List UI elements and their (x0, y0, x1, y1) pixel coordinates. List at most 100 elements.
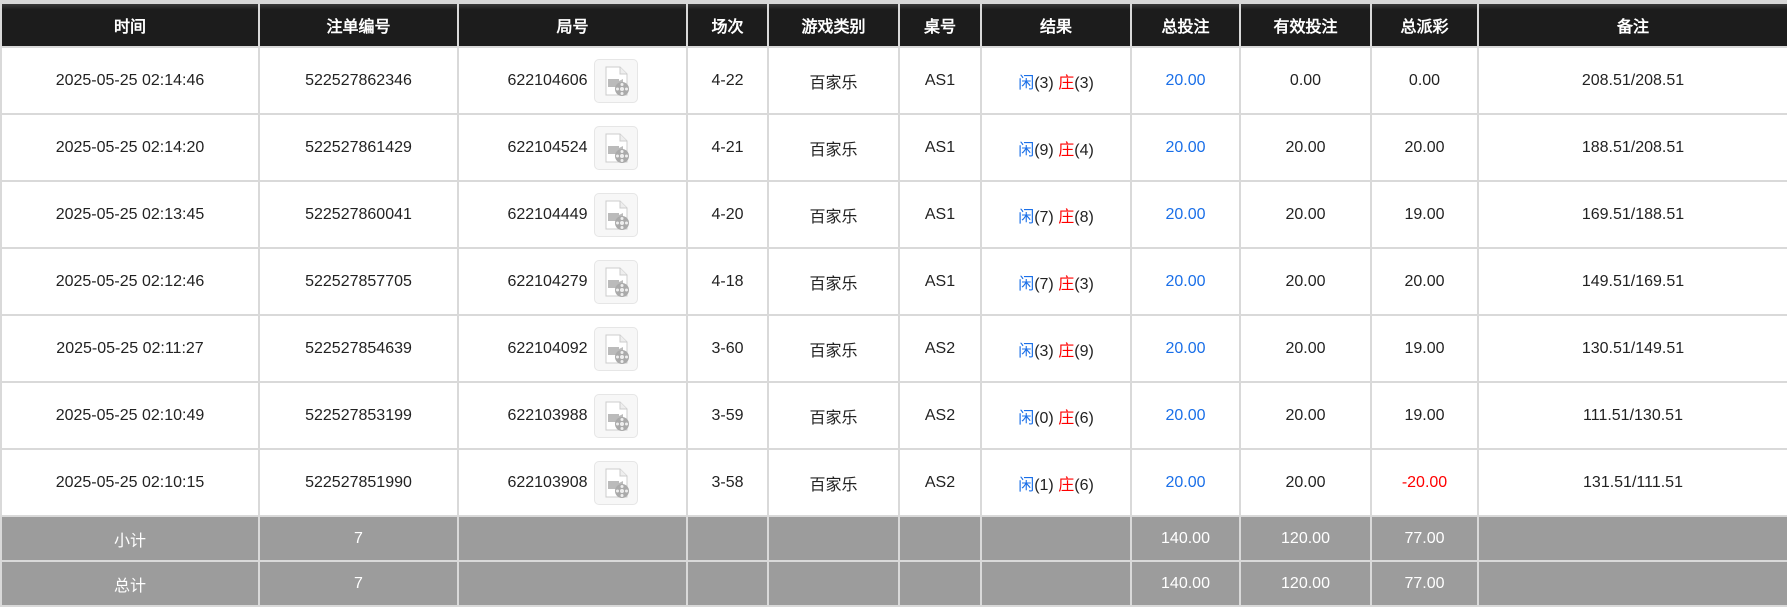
cell-bet-id: 522527862346 (258, 46, 459, 115)
subtotal-count: 7 (258, 515, 459, 562)
banker-score: (9) (1074, 342, 1094, 360)
total-label: 总计 (0, 560, 260, 607)
cell-session: 4-21 (686, 113, 769, 182)
cell-valid-bet: 20.00 (1239, 381, 1372, 450)
cell-payout: 20.00 (1370, 247, 1479, 316)
header-note: 备注 (1477, 2, 1787, 48)
total-count: 7 (258, 560, 459, 607)
cell-valid-bet: 0.00 (1239, 46, 1372, 115)
table-row: 2025-05-25 02:12:46 522527857705 622104279… (0, 247, 1787, 316)
empty-cell (767, 515, 900, 562)
cell-table-no: AS1 (898, 46, 982, 115)
player-score: (3) (1034, 74, 1054, 92)
video-replay-icon[interactable] (593, 125, 638, 170)
cell-note: 130.51/149.51 (1477, 314, 1787, 383)
subtotal-payout: 77.00 (1370, 515, 1479, 562)
cell-valid-bet: 20.00 (1239, 180, 1372, 249)
cell-round: 622103988 (457, 381, 688, 450)
cell-result: 闲(3) 庄(3) (980, 46, 1132, 115)
cell-bet-id: 522527861429 (258, 113, 459, 182)
total-valid-bet: 120.00 (1239, 560, 1372, 607)
cell-bet-id: 522527854639 (258, 314, 459, 383)
cell-table-no: AS2 (898, 448, 982, 517)
banker-label: 庄 (1058, 342, 1075, 360)
banker-score: (4) (1074, 141, 1094, 159)
cell-note: 149.51/169.51 (1477, 247, 1787, 316)
round-number: 622104449 (507, 205, 588, 223)
video-replay-icon[interactable] (593, 192, 638, 237)
round-number: 622104092 (507, 339, 588, 357)
subtotal-valid-bet: 120.00 (1239, 515, 1372, 562)
player-label: 闲 (1018, 409, 1035, 427)
banker-score: (8) (1074, 208, 1094, 226)
empty-cell (1477, 515, 1787, 562)
banker-label: 庄 (1058, 409, 1075, 427)
player-score: (3) (1034, 342, 1054, 360)
cell-session: 4-22 (686, 46, 769, 115)
cell-time: 2025-05-25 02:13:45 (0, 180, 260, 249)
round-number: 622103988 (507, 406, 588, 424)
cell-session: 3-60 (686, 314, 769, 383)
cell-table-no: AS1 (898, 247, 982, 316)
round-number: 622104524 (507, 138, 588, 156)
table-header-row: 时间 注单编号 局号 场次 游戏类别 桌号 结果 总投注 有效投注 总派彩 备注 (0, 2, 1787, 48)
player-label: 闲 (1018, 141, 1035, 159)
player-score: (7) (1034, 275, 1054, 293)
banker-score: (3) (1074, 74, 1094, 92)
table-row: 2025-05-25 02:14:20 522527861429 622104524… (0, 113, 1787, 182)
cell-game-type: 百家乐 (767, 113, 900, 182)
banker-label: 庄 (1058, 141, 1075, 159)
banker-label: 庄 (1058, 275, 1075, 293)
video-replay-icon[interactable] (593, 460, 638, 505)
cell-time: 2025-05-25 02:10:15 (0, 448, 260, 517)
total-payout: 77.00 (1370, 560, 1479, 607)
banker-score: (6) (1074, 476, 1094, 494)
cell-time: 2025-05-25 02:14:20 (0, 113, 260, 182)
video-replay-icon[interactable] (593, 259, 638, 304)
empty-cell (1477, 560, 1787, 607)
header-payout: 总派彩 (1370, 2, 1479, 48)
cell-total-bet: 20.00 (1130, 46, 1241, 115)
cell-total-bet: 20.00 (1130, 381, 1241, 450)
header-bet-id: 注单编号 (258, 2, 459, 48)
cell-result: 闲(7) 庄(8) (980, 180, 1132, 249)
cell-round: 622103908 (457, 448, 688, 517)
cell-total-bet: 20.00 (1130, 113, 1241, 182)
empty-cell (767, 560, 900, 607)
cell-round: 622104449 (457, 180, 688, 249)
cell-total-bet: 20.00 (1130, 247, 1241, 316)
player-score: (7) (1034, 208, 1054, 226)
cell-session: 3-58 (686, 448, 769, 517)
header-result: 结果 (980, 2, 1132, 48)
player-label: 闲 (1018, 342, 1035, 360)
empty-cell (457, 515, 688, 562)
cell-table-no: AS2 (898, 381, 982, 450)
subtotal-label: 小计 (0, 515, 260, 562)
empty-cell (686, 515, 769, 562)
cell-total-bet: 20.00 (1130, 180, 1241, 249)
header-valid-bet: 有效投注 (1239, 2, 1372, 48)
empty-cell (898, 515, 982, 562)
cell-payout: -20.00 (1370, 448, 1479, 517)
empty-cell (980, 515, 1132, 562)
subtotal-total-bet: 140.00 (1130, 515, 1241, 562)
cell-bet-id: 522527857705 (258, 247, 459, 316)
player-label: 闲 (1018, 476, 1035, 494)
cell-result: 闲(3) 庄(9) (980, 314, 1132, 383)
player-label: 闲 (1018, 275, 1035, 293)
cell-note: 169.51/188.51 (1477, 180, 1787, 249)
table-row: 2025-05-25 02:10:49 522527853199 622103988… (0, 381, 1787, 450)
cell-bet-id: 522527853199 (258, 381, 459, 450)
cell-payout: 19.00 (1370, 314, 1479, 383)
player-label: 闲 (1018, 208, 1035, 226)
banker-score: (3) (1074, 275, 1094, 293)
cell-session: 3-59 (686, 381, 769, 450)
video-replay-icon[interactable] (593, 393, 638, 438)
video-replay-icon[interactable] (593, 58, 638, 103)
cell-total-bet: 20.00 (1130, 448, 1241, 517)
video-replay-icon[interactable] (593, 326, 638, 371)
cell-result: 闲(9) 庄(4) (980, 113, 1132, 182)
cell-session: 4-18 (686, 247, 769, 316)
cell-valid-bet: 20.00 (1239, 113, 1372, 182)
